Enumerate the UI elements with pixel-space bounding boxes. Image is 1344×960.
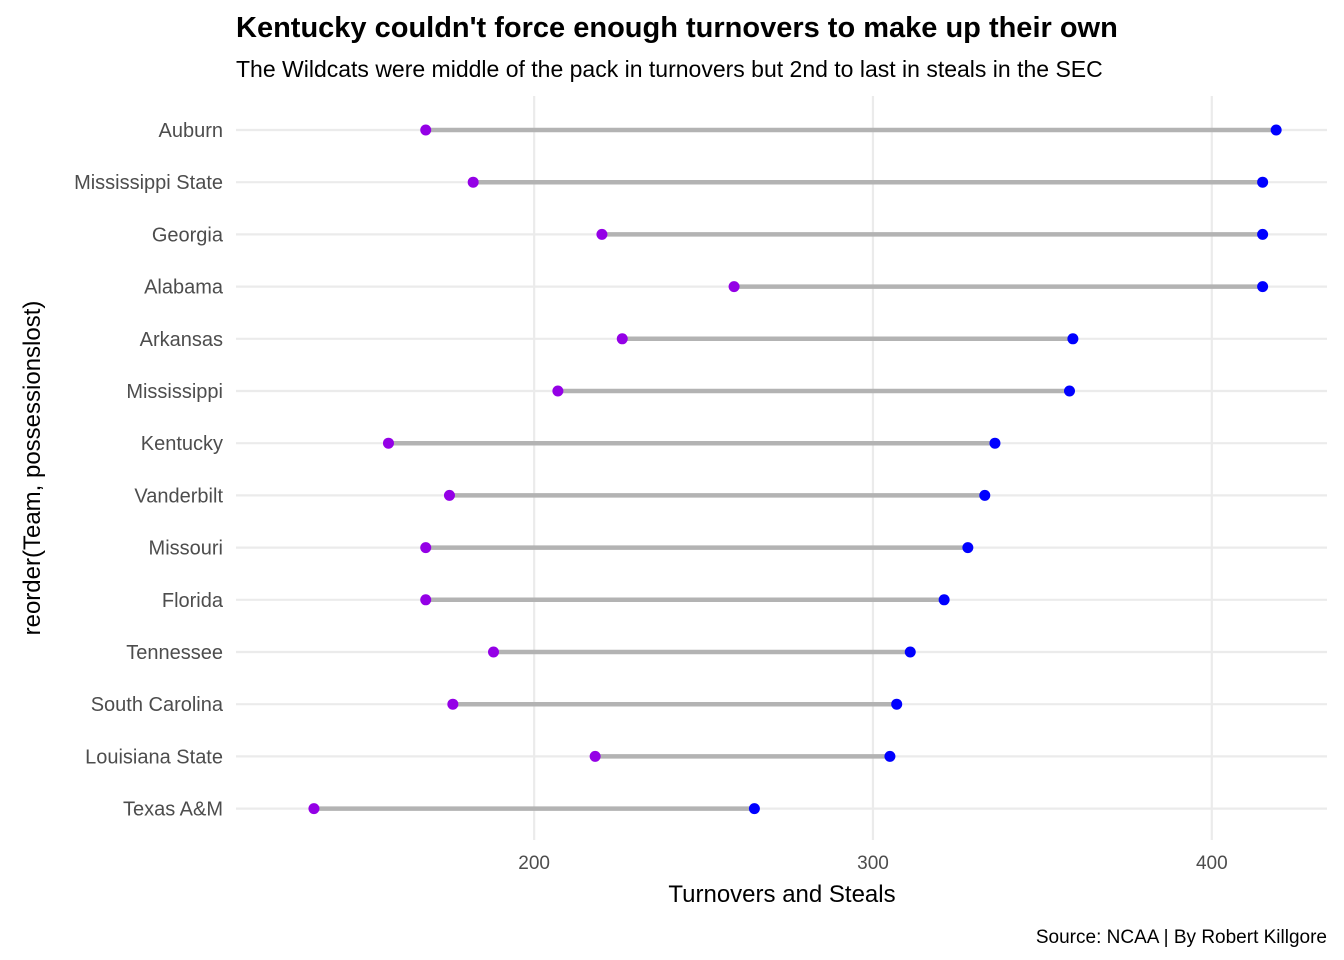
steals-point [552,385,564,397]
y-axis-tick-labels: Auburn Mississippi State Georgia Alabama Ark… [74,120,224,821]
dumbbell-segments [313,127,1277,811]
steals-point [420,542,432,554]
steals-point [420,594,432,606]
steals-point [616,333,628,345]
team-label: Mississippi State [74,172,223,194]
grid-lines [236,96,1327,840]
chart-caption: Source: NCAA | By Robert Killgore [1036,927,1327,948]
team-label: Alabama [144,277,224,299]
steals-point [443,489,455,501]
chart-title: Kentucky couldn't force enough turnovers… [236,12,1118,44]
turnovers-point [748,803,760,815]
steals-point [420,124,432,136]
x-tick-label: 200 [518,853,550,874]
steals-point [488,646,500,658]
team-label: Arkansas [140,329,223,351]
turnovers-point [1063,385,1075,397]
turnovers-point [1257,176,1269,188]
turnovers-point [904,646,916,658]
turnovers-point [989,437,1001,449]
x-tick-label: 400 [1196,853,1228,874]
steals-point [467,176,479,188]
team-label: Louisiana State [85,746,223,768]
team-label: Mississippi [126,381,223,403]
team-label: Vanderbilt [134,485,223,507]
steals-point [308,803,320,815]
team-label: Georgia [152,224,224,246]
team-label: Tennessee [126,642,223,664]
team-label: Texas A&M [123,799,223,821]
steals-point [589,750,601,762]
turnovers-point [1270,124,1282,136]
x-tick-label: 300 [857,853,889,874]
turnovers-point [979,489,991,501]
turnovers-point [938,594,950,606]
team-label: Kentucky [141,433,223,455]
data-points [308,124,1282,815]
turnovers-point [884,750,896,762]
team-label: Auburn [159,120,224,142]
turnovers-point [1067,333,1079,345]
turnovers-point [962,542,974,554]
team-label: Florida [162,590,224,612]
team-label: Missouri [149,538,223,560]
x-axis-tick-labels: 200 300 400 [518,853,1227,874]
turnovers-point [1257,281,1269,293]
team-label: South Carolina [91,694,224,716]
y-axis-title: reorder(Team, possessionslost) [19,301,46,636]
steals-point [728,281,740,293]
chart-subtitle: The Wildcats were middle of the pack in … [236,56,1103,82]
x-axis-title: Turnovers and Steals [668,881,895,908]
turnovers-point [891,698,903,710]
steals-point [447,698,459,710]
turnovers-point [1257,228,1269,240]
steals-point [596,228,608,240]
steals-point [382,437,394,449]
